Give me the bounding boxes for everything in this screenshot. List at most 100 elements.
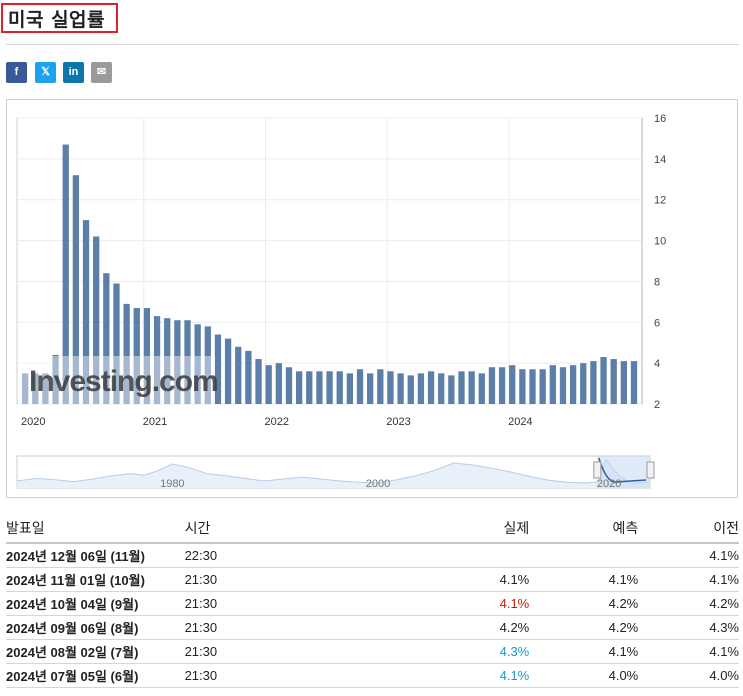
- cell-date: 2024년 09월 06일 (8월): [6, 615, 185, 640]
- chart-bar: [397, 373, 404, 404]
- cell-actual: 4.1%: [392, 567, 530, 592]
- y-tick-label: 2: [654, 399, 660, 411]
- chart-bar: [610, 359, 617, 404]
- chart-bar: [346, 373, 354, 404]
- table-row: 2024년 10월 04일 (9월) 21:30 4.1% 4.2% 4.2%: [6, 591, 739, 616]
- navigator-handle: [593, 461, 602, 479]
- chart-bar: [164, 318, 171, 404]
- x-tick-label: 2021: [143, 416, 167, 428]
- chart-bar: [448, 375, 455, 404]
- cell-time: 21:30: [184, 591, 393, 616]
- chart-bar: [245, 350, 252, 404]
- cell-previous: 4.2%: [638, 591, 739, 616]
- table-row: 2024년 08월 02일 (7월) 21:30 4.3% 4.1% 4.1%: [6, 639, 739, 664]
- cell-forecast: [529, 543, 639, 568]
- chart-bar: [113, 283, 120, 404]
- chart-bar: [255, 359, 262, 404]
- cell-actual: 4.1%: [392, 591, 530, 616]
- chart-bar: [387, 371, 394, 404]
- header-forecast: 예측: [529, 514, 639, 544]
- y-tick-label: 12: [654, 195, 666, 207]
- chart-bar: [620, 361, 627, 404]
- email-share-button[interactable]: ✉: [91, 62, 112, 83]
- chart-bar: [42, 373, 49, 404]
- chart-bar: [275, 363, 282, 404]
- cell-forecast: 4.2%: [529, 591, 639, 616]
- chart-bar: [93, 236, 100, 404]
- cell-date: 2024년 12월 06일 (11월): [6, 543, 185, 568]
- release-table: 발표일 시간 실제 예측 이전 2024년 12월 06일 (11월) 22:30…: [6, 514, 739, 688]
- x-axis: 2020 2021 2022 2023 2024: [21, 416, 533, 428]
- navigator-tick-label: 1980: [160, 478, 184, 490]
- navigator-line: [16, 458, 651, 485]
- chart-bar: [224, 338, 232, 404]
- y-tick-label: 4: [654, 358, 660, 370]
- chart-bar: [103, 273, 110, 404]
- cell-previous: 4.1%: [638, 543, 739, 568]
- chart-bar: [427, 371, 435, 404]
- cell-forecast: 4.1%: [529, 567, 639, 592]
- title-divider: [6, 44, 739, 45]
- chart-navigator: 1980 2000 2020: [16, 455, 655, 490]
- y-tick-label: 16: [654, 113, 666, 125]
- chart-bar: [143, 307, 151, 404]
- chart-bar: [488, 367, 496, 404]
- chart-bar: [22, 373, 29, 404]
- header-actual: 실제: [392, 514, 530, 544]
- cell-previous: 4.1%: [638, 639, 739, 664]
- chart-bar: [204, 326, 211, 404]
- chart-bar: [265, 365, 272, 404]
- chart-bar: [367, 373, 374, 404]
- title-highlight-box: [1, 3, 118, 33]
- cell-time: 21:30: [184, 615, 393, 640]
- chart-bar: [326, 371, 333, 404]
- cell-actual: 4.1%: [392, 663, 530, 688]
- chart-bar: [62, 144, 69, 405]
- chart-bar: [32, 373, 39, 404]
- table-header-row: 발표일 시간 실제 예측 이전: [6, 514, 739, 544]
- y-tick-label: 8: [654, 276, 660, 288]
- chart-bar: [600, 357, 607, 404]
- chart-bar: [559, 367, 567, 404]
- cell-forecast: 4.0%: [529, 663, 639, 688]
- email-icon: ✉: [96, 66, 107, 78]
- cell-previous: 4.0%: [638, 663, 739, 688]
- twitter-share-button[interactable]: 𝕏: [35, 62, 56, 83]
- chart-bar: [458, 371, 465, 404]
- chart-bar: [174, 320, 181, 404]
- chart-bar: [52, 354, 59, 404]
- chart-bar: [153, 316, 161, 404]
- chart-bar: [306, 371, 313, 404]
- chart-bar: [590, 361, 597, 404]
- facebook-share-button[interactable]: f: [6, 62, 27, 83]
- chart-bar: [214, 334, 222, 404]
- chart-bar: [184, 320, 191, 404]
- x-tick-label: 2020: [21, 416, 45, 428]
- y-tick-label: 10: [654, 236, 666, 248]
- page-title: 미국 실업률: [8, 9, 106, 31]
- facebook-icon: f: [14, 66, 19, 78]
- cell-time: 21:30: [184, 567, 393, 592]
- cell-date: 2024년 11월 01일 (10월): [6, 567, 185, 592]
- linkedin-share-button[interactable]: in: [63, 62, 84, 83]
- navigator-tick-label: 2000: [366, 478, 390, 490]
- cell-actual: 4.3%: [392, 639, 530, 664]
- chart-bar: [316, 371, 323, 404]
- cell-time: 21:30: [184, 663, 393, 688]
- chart-bar: [133, 307, 140, 404]
- chart-bar: [549, 365, 556, 404]
- navigator-handle: [646, 461, 655, 479]
- cell-date: 2024년 10월 04일 (9월): [6, 591, 185, 616]
- chart-grid: [16, 117, 643, 405]
- x-tick-label: 2022: [265, 416, 289, 428]
- investing-watermark: Investing.com: [19, 356, 219, 404]
- chart-bar: [123, 303, 130, 404]
- chart-bar: [539, 369, 546, 404]
- chart-bar: [580, 363, 587, 404]
- chart-bar: [498, 367, 506, 404]
- x-tick-label: 2023: [386, 416, 410, 428]
- linkedin-icon: in: [68, 66, 79, 78]
- chart-bar: [295, 371, 303, 404]
- watermark-text: Investing.com: [29, 365, 218, 398]
